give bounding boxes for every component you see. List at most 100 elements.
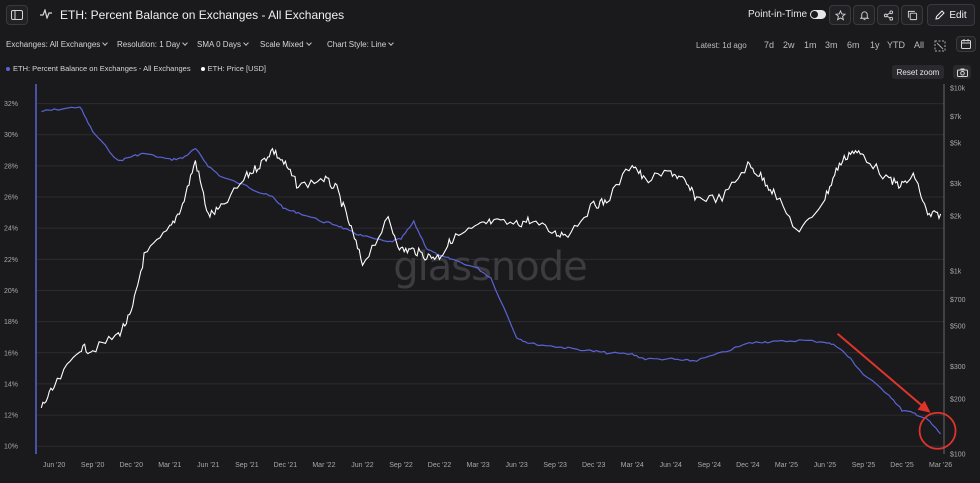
x-axis-tick-label: Jun '23 <box>505 462 527 469</box>
chevron-down-icon <box>182 40 188 46</box>
annotation-arrowhead <box>917 400 931 413</box>
star-icon <box>834 9 846 21</box>
range-2w-button[interactable]: 2w <box>783 40 795 50</box>
controls-bar: Exchanges: All Exchanges Resolution: 1 D… <box>0 36 980 54</box>
x-axis-tick-label: Dec '22 <box>428 462 452 469</box>
x-axis-tick-label: Mar '24 <box>621 462 644 469</box>
chevron-down-icon <box>388 40 394 46</box>
camera-icon <box>956 68 968 77</box>
x-axis-tick-label: Jun '21 <box>197 462 219 469</box>
legend-item-balance[interactable]: ETH: Percent Balance on Exchanges - All … <box>6 64 191 73</box>
right-axis-tick-label: $2k <box>950 213 962 220</box>
range-custom-icon[interactable] <box>934 40 946 52</box>
x-axis-tick-label: Mar '22 <box>312 462 335 469</box>
favorite-button[interactable] <box>829 5 851 25</box>
duplicate-button[interactable] <box>901 5 923 25</box>
x-axis-tick-label: Mar '26 <box>929 462 952 469</box>
range-ytd-button[interactable]: YTD <box>887 40 905 50</box>
chart-style-dropdown[interactable]: Chart Style: Line <box>327 40 394 49</box>
chevron-down-icon <box>305 40 312 46</box>
alert-button[interactable] <box>853 5 875 25</box>
x-axis-tick-label: Dec '20 <box>119 462 143 469</box>
range-7d-button[interactable]: 7d <box>764 40 775 50</box>
left-axis-tick-label: 16% <box>4 350 18 357</box>
calendar-icon <box>961 39 971 49</box>
legend-balance-label: ETH: Percent Balance on Exchanges - All … <box>13 64 191 73</box>
share-button[interactable] <box>877 5 899 25</box>
right-axis-tick-label: $1k <box>950 269 962 276</box>
pulse-icon <box>40 9 52 19</box>
edit-button-label: Edit <box>949 9 967 21</box>
balance-series-line <box>41 106 942 435</box>
sma-dropdown[interactable]: SMA 0 Days <box>197 40 249 49</box>
x-axis-tick-label: Sep '21 <box>235 462 259 469</box>
x-axis-tick-label: Sep '24 <box>698 462 722 469</box>
range-1m-button[interactable]: 1m <box>804 40 817 50</box>
top-bar: ETH: Percent Balance on Exchanges - All … <box>0 0 980 30</box>
resolution-dropdown[interactable]: Resolution: 1 Day <box>117 40 188 49</box>
sma-label: SMA 0 Days <box>197 40 242 49</box>
edit-button[interactable]: Edit <box>927 4 975 26</box>
screenshot-button[interactable] <box>953 65 971 79</box>
range-all-button[interactable]: All <box>914 40 925 50</box>
left-axis-tick-label: 28% <box>4 163 18 170</box>
annotation-arrow <box>836 332 926 409</box>
right-axis-tick-label: $3k <box>950 181 962 188</box>
left-axis-tick-label: 14% <box>4 381 18 388</box>
right-axis-tick-label: $200 <box>950 396 966 403</box>
pencil-icon <box>935 10 946 20</box>
right-axis-tick-label: $5k <box>950 141 962 148</box>
price-legend-swatch <box>200 67 205 72</box>
reset-zoom-button[interactable]: Reset zoom <box>892 65 944 79</box>
x-axis-tick-label: Jun '25 <box>814 462 836 469</box>
range-3m-button[interactable]: 3m <box>825 40 838 50</box>
point-in-time-toggle[interactable] <box>810 10 826 19</box>
range-6m-button[interactable]: 6m <box>847 40 860 50</box>
left-axis-tick-label: 24% <box>4 226 18 233</box>
left-axis-tick-label: 32% <box>4 101 18 108</box>
legend-price-label: ETH: Price [USD] <box>207 64 266 73</box>
glassnode-watermark: glassnode <box>393 244 587 290</box>
point-in-time-label: Point-in-Time <box>748 9 808 20</box>
x-axis-tick-label: Jun '20 <box>43 462 65 469</box>
x-axis-tick-label: Jun '22 <box>351 462 373 469</box>
right-axis-tick-label: $7k <box>950 114 962 121</box>
range-1y-button[interactable]: 1y <box>870 40 880 50</box>
scale-dropdown[interactable]: Scale Mixed <box>260 40 312 49</box>
left-axis-tick-label: 22% <box>4 257 18 264</box>
x-axis-tick-label: Sep '20 <box>81 462 105 469</box>
right-axis-tick-label: $10k <box>950 86 966 93</box>
left-axis-tick-label: 30% <box>4 132 18 139</box>
legend-item-price[interactable]: ETH: Price [USD] <box>200 64 266 73</box>
x-axis-tick-label: Dec '23 <box>582 462 606 469</box>
chart-style-label: Chart Style: Line <box>327 40 387 49</box>
x-axis-tick-label: Dec '21 <box>274 462 298 469</box>
right-axis-tick-label: $300 <box>950 364 966 371</box>
annotation-circle <box>918 411 957 450</box>
chart-area[interactable]: 10% 12% 14% 16% 18% 20% 22% 24% 26% 28% 30% 32% $10k… <box>0 84 980 483</box>
page-title: ETH: Percent Balance on Exchanges - All … <box>60 8 345 22</box>
copy-icon <box>907 10 917 20</box>
x-axis-tick-label: Sep '22 <box>389 462 413 469</box>
x-axis-tick-label: Mar '21 <box>158 462 181 469</box>
sidebar-icon <box>11 10 23 20</box>
left-axis-tick-label: 26% <box>4 195 18 202</box>
x-axis-tick-label: Dec '25 <box>890 462 914 469</box>
share-icon <box>883 9 893 21</box>
x-axis-tick-label: Mar '25 <box>775 462 798 469</box>
x-axis-tick-label: Dec '24 <box>736 462 760 469</box>
chevron-down-icon <box>102 40 109 46</box>
chart-legend: ETH: Percent Balance on Exchanges - All … <box>6 64 266 73</box>
left-axis-tick-label: 20% <box>4 288 18 295</box>
sidebar-toggle-button[interactable] <box>6 5 28 25</box>
x-axis-tick-label: Sep '25 <box>852 462 876 469</box>
calendar-button[interactable] <box>956 36 976 52</box>
price-series-line <box>40 147 942 409</box>
left-axis-tick-label: 18% <box>4 319 18 326</box>
exchanges-dropdown[interactable]: Exchanges: All Exchanges <box>6 40 109 49</box>
resolution-label: Resolution: 1 Day <box>117 40 181 49</box>
balance-legend-swatch <box>6 67 10 72</box>
right-axis-tick-label: $100 <box>950 452 966 459</box>
x-axis-tick-label: Mar '23 <box>467 462 490 469</box>
x-axis-tick-label: Sep '23 <box>543 462 567 469</box>
